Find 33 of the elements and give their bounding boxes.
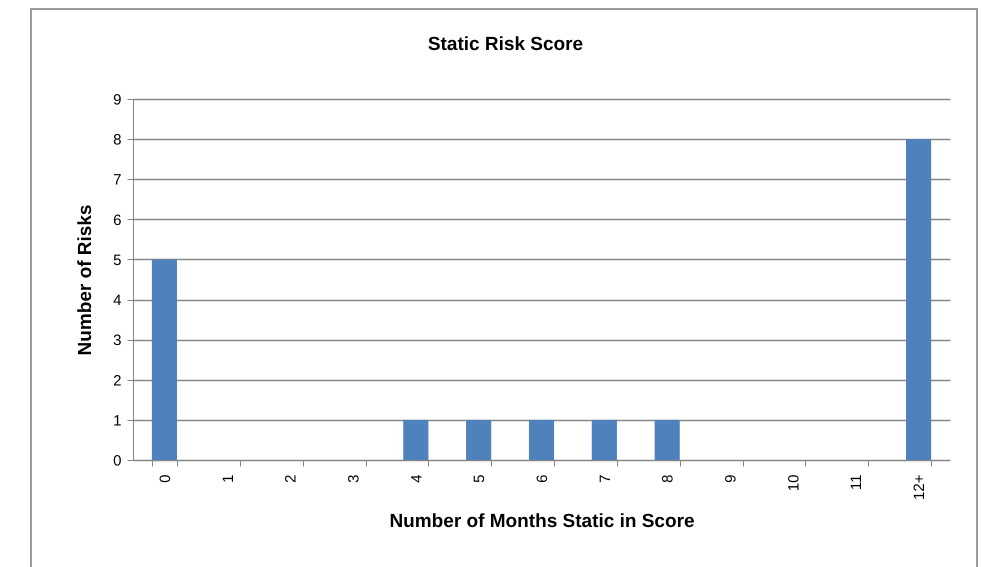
bar bbox=[592, 420, 617, 460]
y-tick-label: 2 bbox=[113, 372, 122, 390]
bar bbox=[152, 259, 177, 460]
x-tick-label: 1 bbox=[220, 474, 237, 483]
x-axis-title: Number of Months Static in Score bbox=[389, 510, 695, 532]
x-tick-label: 6 bbox=[534, 474, 551, 483]
bar bbox=[906, 139, 932, 460]
bar bbox=[403, 420, 428, 460]
y-tick-label: 9 bbox=[113, 92, 122, 108]
x-tick-label: 0 bbox=[156, 474, 174, 483]
x-tick-label: 5 bbox=[471, 474, 488, 483]
y-tick-label: 4 bbox=[113, 292, 122, 310]
x-tick-label: 7 bbox=[596, 474, 614, 483]
y-tick-label: 8 bbox=[113, 132, 122, 149]
bar bbox=[466, 420, 492, 460]
y-tick-label: 3 bbox=[113, 332, 122, 350]
y-tick-label: 1 bbox=[113, 412, 122, 430]
y-tick-label: 5 bbox=[113, 252, 122, 269]
x-tick-label: 4 bbox=[408, 474, 426, 483]
y-axis-title: Number of Risks bbox=[75, 204, 96, 356]
x-tick-label: 3 bbox=[345, 474, 362, 483]
x-tick-label: 10 bbox=[785, 474, 802, 492]
y-tick-label: 6 bbox=[113, 212, 122, 229]
x-tick-label: 2 bbox=[282, 474, 300, 483]
x-tick-label: 11 bbox=[848, 474, 866, 490]
x-tick-label: 12+ bbox=[911, 474, 928, 500]
y-tick-label: 7 bbox=[113, 172, 122, 189]
y-tick-label: 0 bbox=[113, 452, 122, 470]
x-tick-label: 9 bbox=[722, 474, 740, 483]
bar bbox=[528, 420, 554, 460]
bar bbox=[654, 420, 680, 460]
chart-title: Static Risk Score bbox=[428, 34, 584, 55]
x-tick-label: 8 bbox=[660, 474, 677, 483]
